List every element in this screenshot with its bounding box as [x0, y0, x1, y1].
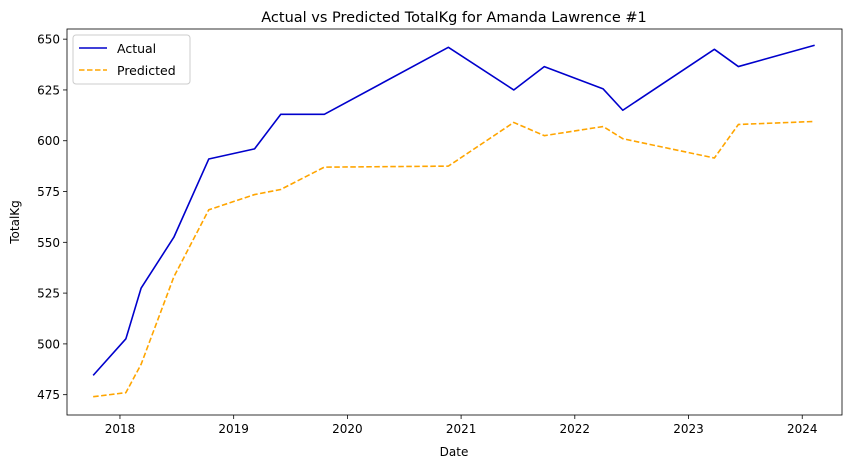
y-tick-label: 500 [37, 337, 60, 351]
x-axis: 2018 2019 2020 2021 2022 2023 2024 [105, 415, 818, 436]
series-line-predicted [93, 120, 815, 398]
legend: Actual Predicted [72, 34, 191, 85]
y-tick-label: 525 [37, 287, 60, 301]
x-tick-label: 2021 [446, 422, 477, 436]
x-tick-label: 2020 [332, 422, 363, 436]
legend-label-actual: Actual [117, 41, 156, 56]
y-axis-title: TotalKg [8, 200, 22, 245]
y-axis: 475 500 525 550 575 600 625 650 [37, 33, 67, 402]
y-tick-label: 650 [37, 33, 60, 47]
y-tick-label: 475 [37, 388, 60, 402]
legend-label-predicted: Predicted [117, 63, 176, 78]
x-tick-label: 2018 [105, 422, 136, 436]
plot-area [92, 44, 815, 398]
chart-title: Actual vs Predicted TotalKg for Amanda L… [261, 10, 646, 26]
y-tick-label: 625 [37, 83, 60, 97]
x-tick-label: 2022 [560, 422, 591, 436]
y-tick-label: 575 [37, 185, 60, 199]
x-tick-label: 2019 [218, 422, 249, 436]
y-tick-label: 600 [37, 134, 60, 148]
x-axis-title: Date [440, 445, 469, 459]
x-tick-label: 2023 [673, 422, 704, 436]
y-tick-label: 550 [37, 236, 60, 250]
x-tick-label: 2024 [787, 422, 818, 436]
plot-frame [66, 28, 843, 416]
series-line-actual [92, 44, 815, 376]
